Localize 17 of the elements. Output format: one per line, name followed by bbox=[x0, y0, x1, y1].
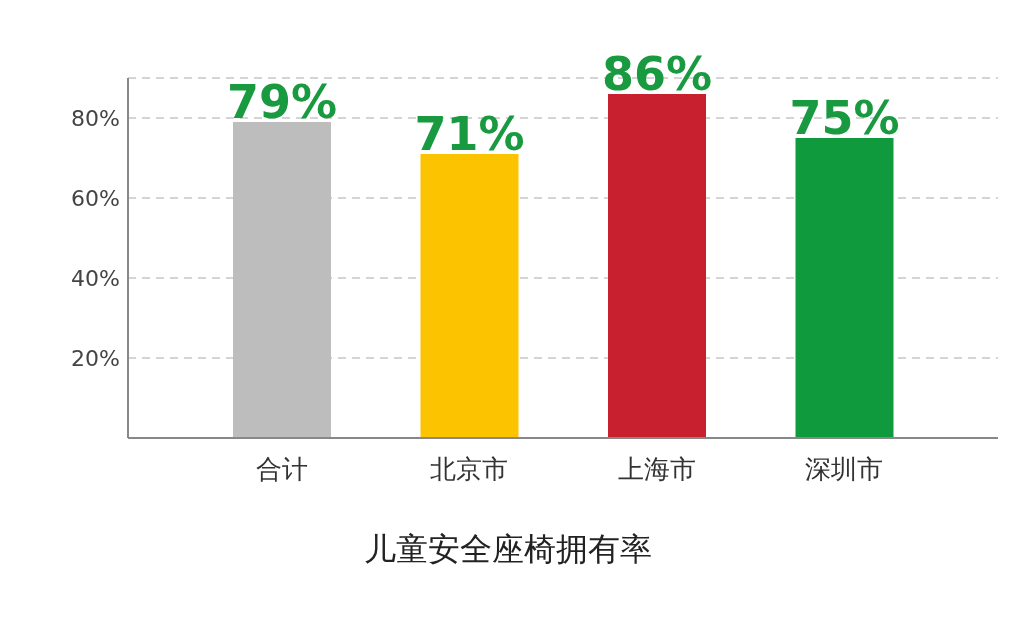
data-label: 86% bbox=[601, 47, 713, 101]
data-label: 71% bbox=[414, 107, 525, 161]
y-tick-label: 40% bbox=[71, 265, 120, 291]
bar bbox=[608, 94, 706, 438]
bar bbox=[420, 154, 519, 438]
x-tick-label: 深圳市 bbox=[805, 454, 884, 485]
bar bbox=[795, 138, 894, 438]
y-tick-label: 60% bbox=[71, 185, 120, 211]
x-tick-label: 北京市 bbox=[430, 454, 509, 485]
text: 儿童安全座椅拥有率 bbox=[363, 529, 653, 570]
bar bbox=[233, 122, 331, 438]
y-tick-label: 20% bbox=[71, 345, 120, 371]
data-label: 79% bbox=[226, 75, 338, 129]
y-tick-label: 80% bbox=[71, 105, 120, 131]
data-label: 75% bbox=[789, 91, 900, 145]
x-tick-label: 合计 bbox=[255, 454, 308, 485]
x-tick-label: 上海市 bbox=[617, 454, 696, 485]
